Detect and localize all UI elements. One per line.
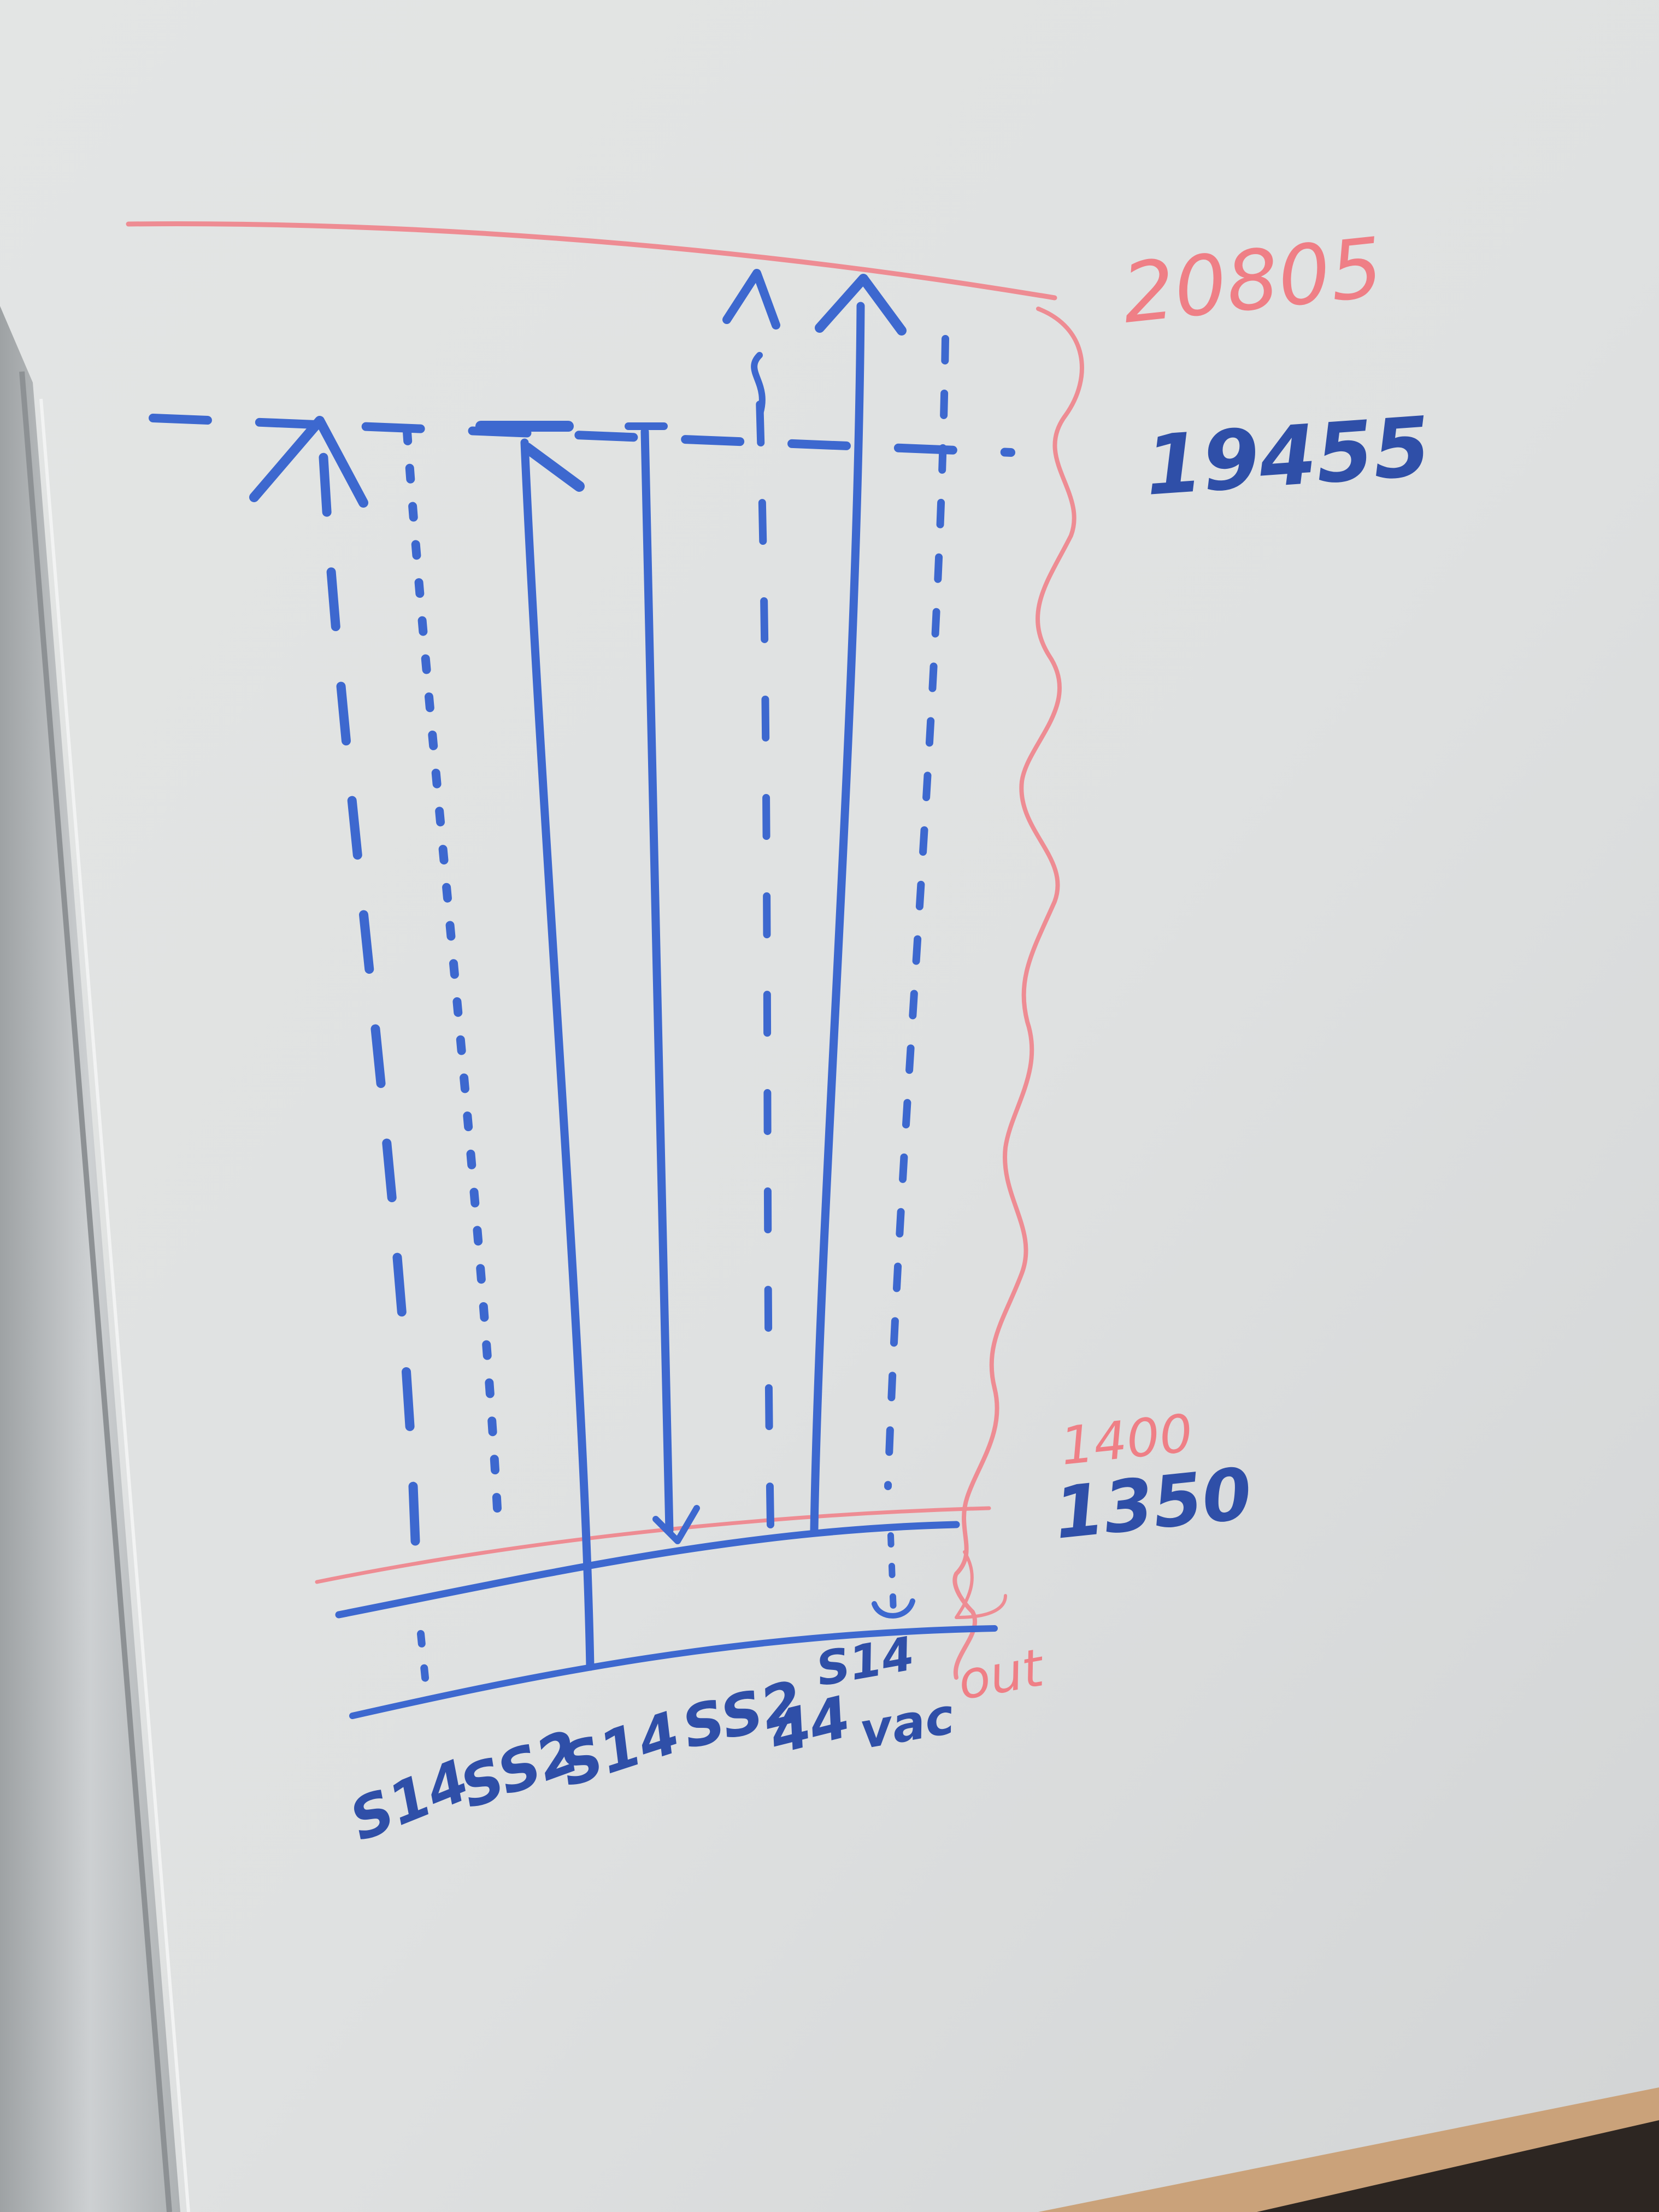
- whiteboard-frame-edge: [19, 371, 172, 2212]
- lower-level-value-1: 1400: [1058, 1403, 1196, 1477]
- ground-line-lower: [349, 1625, 998, 1719]
- transition-dashed-1: [317, 432, 420, 1546]
- level-bracket-wavy: [952, 307, 1084, 1680]
- whiteboard-frame-edge: [39, 398, 190, 2212]
- upper-level-dashed: [149, 414, 1015, 457]
- arrow-foot-7: [872, 1598, 915, 1619]
- transition-dotted-7b: [887, 1532, 897, 1615]
- arrow-head-1: [249, 416, 368, 508]
- out-arrow-curve: [955, 1550, 1007, 1619]
- arrow-head-3: [475, 421, 585, 492]
- transition-solid-4: [640, 427, 674, 1534]
- whiteboard-frame-left: [0, 306, 180, 2212]
- transition-solid-6: [810, 302, 865, 1534]
- transition-solid-3: [520, 438, 595, 1671]
- upper-level-value: 19455: [1142, 399, 1433, 514]
- out-label: out: [954, 1638, 1050, 1712]
- whiteboard-tray-shadow: [1257, 2120, 1659, 2212]
- arrow-head-5: [722, 269, 780, 330]
- top-level-line: [126, 221, 1057, 301]
- transition-dotted-2: [403, 427, 502, 1513]
- arrow-head-6: [815, 274, 907, 336]
- arrow-foot-4: [652, 1505, 700, 1544]
- ground-line-upper: [335, 1521, 960, 1619]
- transition-dotted-7: [884, 335, 949, 1490]
- lower-level-value-2: 1350: [1050, 1452, 1256, 1555]
- connector-5: [751, 352, 766, 419]
- transition-dotted-2b: [417, 1630, 430, 1692]
